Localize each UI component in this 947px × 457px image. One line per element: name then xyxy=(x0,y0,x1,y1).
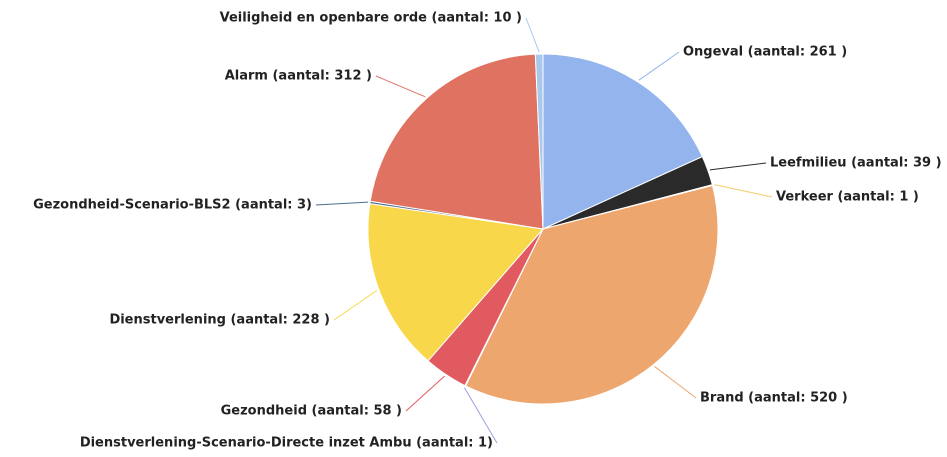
slice-label: Ongeval (aantal: 261 ) xyxy=(683,45,847,60)
leader-line xyxy=(638,51,680,81)
slice-label: Leefmilieu (aantal: 39 ) xyxy=(770,156,942,171)
leader-line xyxy=(333,289,378,321)
pie-slice xyxy=(542,53,703,230)
leader-line xyxy=(375,75,426,98)
pie-slice xyxy=(464,184,719,405)
slice-label: Dienstverlening-Scenario-Directe inzet A… xyxy=(80,436,493,451)
leader-line xyxy=(654,366,697,399)
slice-label: Gezondheid (aantal: 58 ) xyxy=(221,404,402,419)
pie-slice xyxy=(369,53,544,230)
slice-label: Dienstverlening (aantal: 228 ) xyxy=(109,313,330,328)
leader-line xyxy=(405,375,445,412)
slice-label: Alarm (aantal: 312 ) xyxy=(225,69,372,84)
slice-label: Veiligheid en openbare orde (aantal: 10 … xyxy=(220,11,522,26)
leader-line xyxy=(463,387,498,444)
leader-line xyxy=(709,162,767,171)
slice-label: Brand (aantal: 520 ) xyxy=(700,391,848,406)
pie-slice xyxy=(534,53,544,230)
leader-line xyxy=(714,184,773,198)
slice-label: Gezondheid-Scenario-BLS2 (aantal: 3) xyxy=(33,198,312,213)
leader-line xyxy=(315,201,369,206)
slice-label: Verkeer (aantal: 1 ) xyxy=(776,190,919,205)
leader-line xyxy=(525,17,540,53)
pie-slice xyxy=(367,203,544,362)
